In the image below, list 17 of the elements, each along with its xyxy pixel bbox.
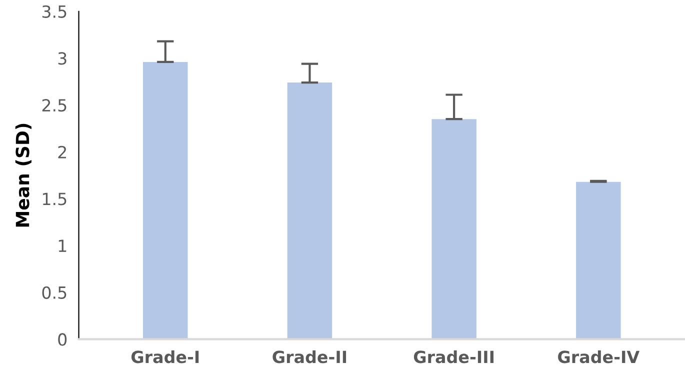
x-tick-label: Grade-IV — [558, 350, 640, 364]
y-tick-label: 1.5 — [42, 192, 66, 206]
bar — [143, 62, 188, 340]
bar — [576, 182, 621, 340]
y-tick-label: 3.5 — [42, 5, 66, 18]
y-tick-label: 1 — [58, 240, 66, 252]
y-tick-label: 0.5 — [42, 286, 66, 299]
y-tick-label: 2 — [58, 146, 66, 158]
bar — [287, 82, 332, 340]
x-tick-label: Grade-II — [272, 350, 346, 364]
y-tick-label: 0 — [58, 333, 67, 346]
x-tick-label: Grade-III — [414, 350, 494, 364]
y-tick-label: 3 — [58, 52, 66, 65]
y-tick-label: 2.5 — [42, 99, 66, 112]
y-axis-title: Mean (SD) — [15, 124, 32, 227]
bar — [432, 119, 476, 340]
x-tick-label: Grade-I — [131, 350, 199, 364]
